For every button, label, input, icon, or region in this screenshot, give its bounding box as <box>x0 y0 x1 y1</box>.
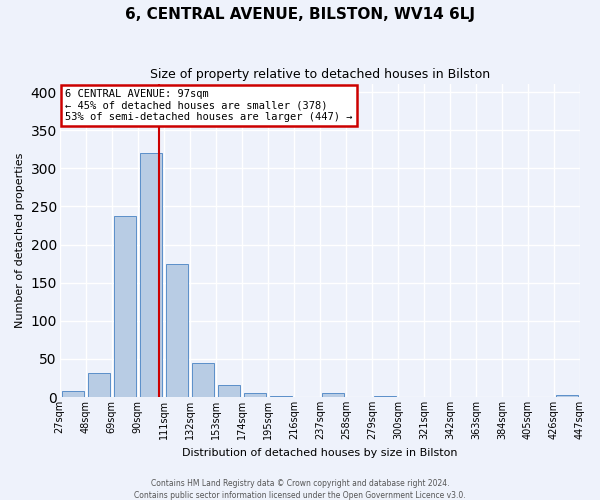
Bar <box>88 372 110 397</box>
Bar <box>556 394 578 397</box>
Title: Size of property relative to detached houses in Bilston: Size of property relative to detached ho… <box>150 68 490 80</box>
Bar <box>113 216 136 397</box>
Text: 6, CENTRAL AVENUE, BILSTON, WV14 6LJ: 6, CENTRAL AVENUE, BILSTON, WV14 6LJ <box>125 8 475 22</box>
Bar <box>374 396 396 397</box>
Bar <box>218 385 240 397</box>
Text: Contains HM Land Registry data © Crown copyright and database right 2024.
Contai: Contains HM Land Registry data © Crown c… <box>134 478 466 500</box>
Bar <box>140 153 162 397</box>
Bar <box>322 393 344 397</box>
Y-axis label: Number of detached properties: Number of detached properties <box>15 153 25 328</box>
Bar <box>62 391 84 397</box>
Bar <box>192 364 214 397</box>
Bar <box>270 396 292 397</box>
Bar <box>166 264 188 397</box>
Bar <box>244 393 266 397</box>
Text: 6 CENTRAL AVENUE: 97sqm
← 45% of detached houses are smaller (378)
53% of semi-d: 6 CENTRAL AVENUE: 97sqm ← 45% of detache… <box>65 89 352 122</box>
X-axis label: Distribution of detached houses by size in Bilston: Distribution of detached houses by size … <box>182 448 458 458</box>
